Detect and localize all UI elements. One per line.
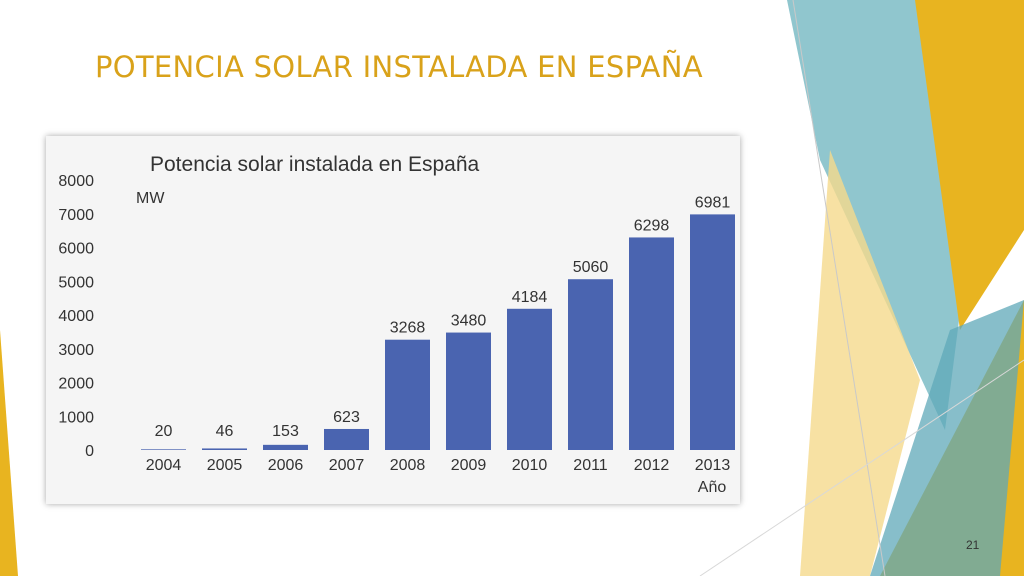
y-tick-label: 4000 bbox=[58, 308, 94, 325]
y-axis-ticks: 0 1000 2000 3000 4000 5000 6000 7000 8000 bbox=[58, 173, 94, 460]
chart-frame: Potencia solar instalada en España MW Añ… bbox=[46, 136, 740, 504]
deco-shape-gold-top bbox=[915, 0, 1024, 330]
value-label: 20 bbox=[155, 423, 173, 440]
bar bbox=[629, 237, 674, 450]
y-tick-label: 1000 bbox=[58, 409, 94, 426]
y-tick-label: 6000 bbox=[58, 241, 94, 258]
value-label: 4184 bbox=[512, 289, 548, 306]
deco-line-thin bbox=[792, 0, 886, 576]
bar bbox=[141, 449, 186, 450]
deco-shape-teal-bottom bbox=[870, 300, 1024, 576]
x-tick-label: 2007 bbox=[329, 457, 365, 474]
x-tick-label: 2012 bbox=[634, 457, 670, 474]
bar bbox=[507, 308, 552, 450]
x-tick-label: 2004 bbox=[146, 457, 182, 474]
y-tick-label: 3000 bbox=[58, 342, 94, 359]
y-tick-label: 0 bbox=[85, 443, 94, 460]
value-label: 5060 bbox=[573, 259, 609, 276]
x-tick-label: 2010 bbox=[512, 457, 548, 474]
chart-title: Potencia solar instalada en España bbox=[150, 153, 480, 176]
value-label: 623 bbox=[333, 409, 360, 426]
x-axis-label: Año bbox=[698, 479, 727, 496]
slide-number: 21 bbox=[966, 538, 980, 552]
value-label: 153 bbox=[272, 423, 299, 440]
bar bbox=[690, 214, 735, 450]
y-tick-label: 7000 bbox=[58, 207, 94, 224]
x-tick-label: 2011 bbox=[573, 457, 608, 474]
bar bbox=[324, 428, 369, 450]
x-tick-label: 2006 bbox=[268, 457, 304, 474]
deco-line-thin-2 bbox=[699, 359, 1024, 576]
bar bbox=[446, 332, 491, 450]
x-tick-label: 2008 bbox=[390, 457, 426, 474]
x-tick-label: 2013 bbox=[695, 457, 731, 474]
bar bbox=[385, 339, 430, 450]
value-label: 3480 bbox=[451, 313, 487, 330]
y-axis-label: MW bbox=[136, 190, 165, 207]
x-tick-label: 2005 bbox=[207, 457, 243, 474]
value-label: 6298 bbox=[634, 217, 670, 234]
x-axis-ticks: 2004 2005 2006 2007 2008 2009 2010 2011 2012 2013 bbox=[146, 457, 731, 474]
bar-series bbox=[141, 214, 735, 450]
y-tick-label: 8000 bbox=[58, 173, 94, 190]
bar bbox=[202, 448, 247, 450]
y-tick-label: 2000 bbox=[58, 376, 94, 393]
deco-shape-light-gold bbox=[800, 150, 920, 576]
bar bbox=[263, 444, 308, 450]
value-label: 46 bbox=[216, 423, 234, 440]
slide-title: POTENCIA SOLAR INSTALADA EN ESPAÑA bbox=[95, 50, 703, 84]
value-label: 6981 bbox=[695, 194, 731, 211]
x-tick-label: 2009 bbox=[451, 457, 487, 474]
y-tick-label: 5000 bbox=[58, 274, 94, 291]
value-labels: 20 46 153 623 3268 3480 4184 5060 6298 6981 bbox=[155, 194, 731, 440]
bar bbox=[568, 279, 613, 450]
value-label: 3268 bbox=[390, 320, 426, 337]
bar-chart: Potencia solar instalada en España MW Añ… bbox=[58, 153, 735, 496]
deco-shape-gold-left bbox=[0, 330, 18, 576]
